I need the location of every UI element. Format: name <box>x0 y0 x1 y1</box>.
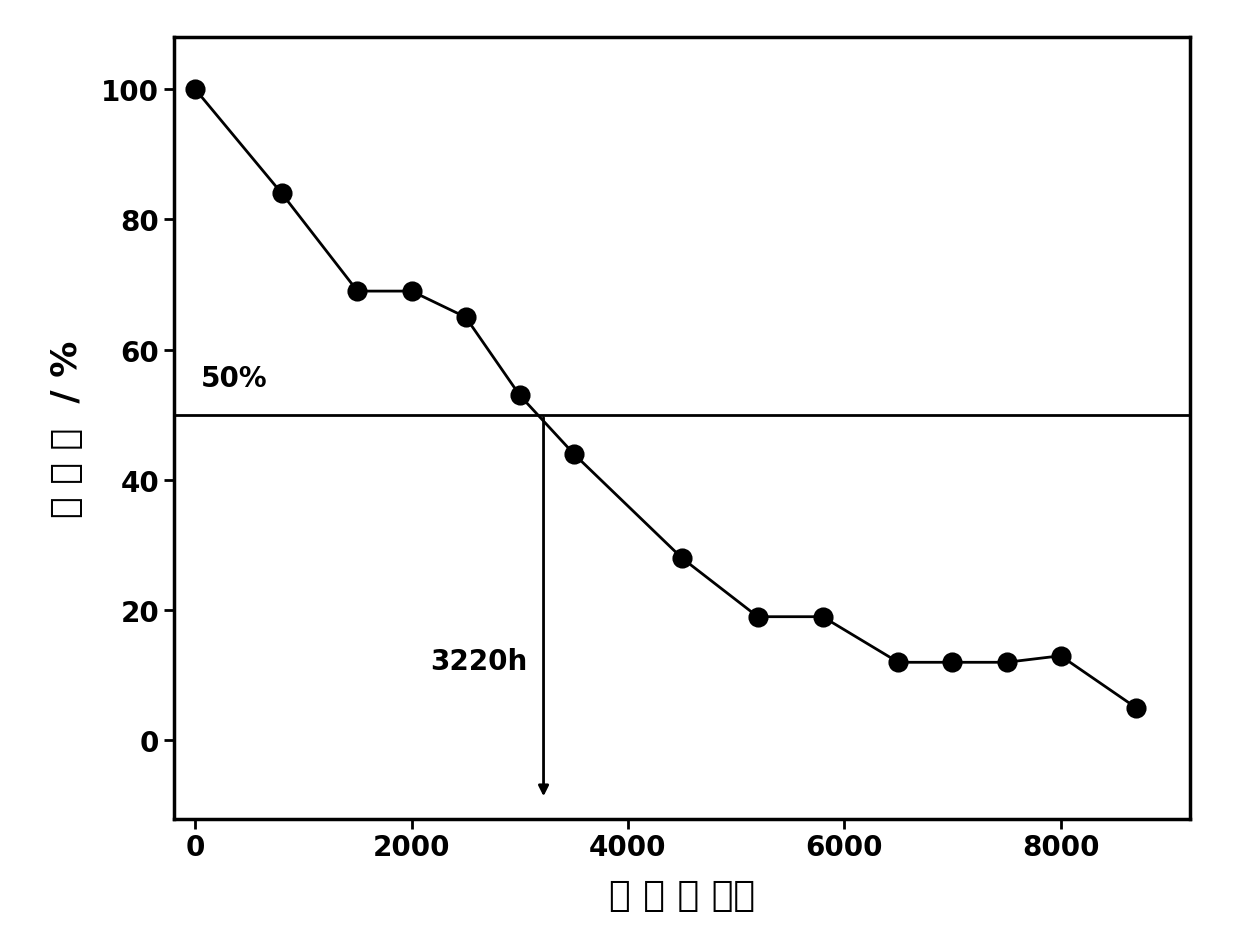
Text: 50%: 50% <box>201 365 268 392</box>
Text: 3220h: 3220h <box>430 647 527 676</box>
X-axis label: 时 间 ／ 小时: 时 间 ／ 小时 <box>609 878 755 912</box>
Y-axis label: 保 光 率  / %: 保 光 率 / % <box>51 340 84 517</box>
